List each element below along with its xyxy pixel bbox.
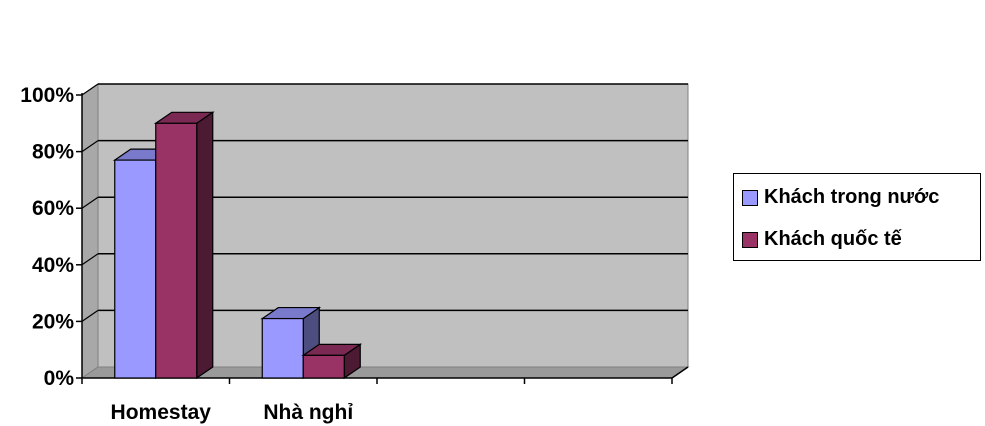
gridline-side — [81, 253, 99, 266]
y-tick-label: 0% — [44, 367, 75, 390]
x-category-label: Nhà nghỉ — [263, 401, 353, 424]
gridline-side — [81, 83, 99, 96]
legend-item-international: Khách quốc tế — [742, 228, 902, 251]
legend-swatch-domestic — [742, 189, 758, 206]
legend: Khách trong nước Khách quốc tế — [733, 173, 981, 261]
x-category-label: Homestay — [111, 401, 212, 424]
x-axis-end — [671, 366, 689, 379]
bar — [114, 159, 157, 379]
legend-label-international: Khách quốc tế — [764, 228, 902, 250]
bar — [261, 317, 304, 379]
legend-item-domestic: Khách trong nước — [742, 186, 939, 209]
y-tick-label: 80% — [32, 141, 74, 164]
bar — [155, 122, 198, 379]
y-tick-label: 20% — [32, 310, 74, 333]
legend-swatch-international — [742, 231, 758, 248]
bar — [302, 354, 345, 379]
legend-label-domestic: Khách trong nước — [764, 186, 940, 208]
y-tick-label: 40% — [32, 254, 74, 277]
y-tick-label: 100% — [20, 84, 74, 107]
bar-side — [196, 111, 214, 380]
gridline-side — [81, 140, 99, 153]
gridline-side — [81, 309, 99, 322]
plot-side-wall — [81, 83, 99, 379]
gridline-side — [81, 196, 99, 209]
y-tick-label: 60% — [32, 197, 74, 220]
